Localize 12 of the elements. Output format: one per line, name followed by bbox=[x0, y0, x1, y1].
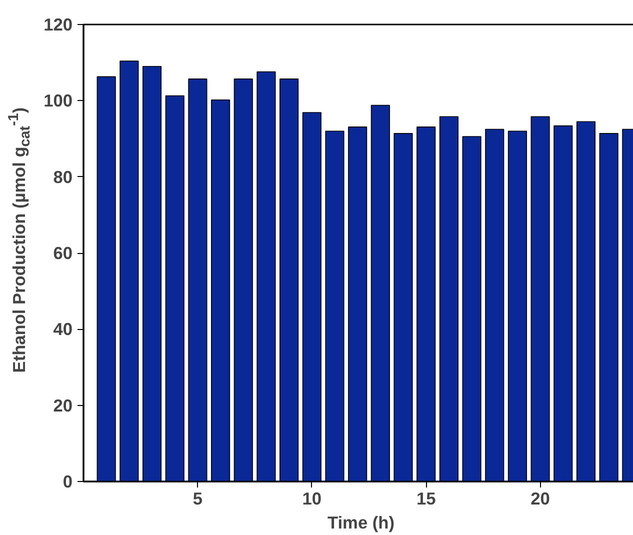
x-axis-title: Time (h) bbox=[327, 512, 395, 532]
y-tick-label: 100 bbox=[44, 90, 73, 111]
y-tick-label: 120 bbox=[44, 14, 73, 34]
y-tick-label: 60 bbox=[53, 243, 73, 263]
y-tick-label: 20 bbox=[53, 395, 73, 416]
x-tick-label: 5 bbox=[192, 488, 203, 508]
y-tick-label: 40 bbox=[53, 319, 73, 340]
y-tick-label: 0 bbox=[62, 472, 73, 492]
x-tick-label: 15 bbox=[416, 488, 436, 508]
x-tick-label: 20 bbox=[530, 488, 550, 508]
y-tick-label: 80 bbox=[53, 166, 73, 187]
x-tick-label: 10 bbox=[302, 488, 322, 508]
